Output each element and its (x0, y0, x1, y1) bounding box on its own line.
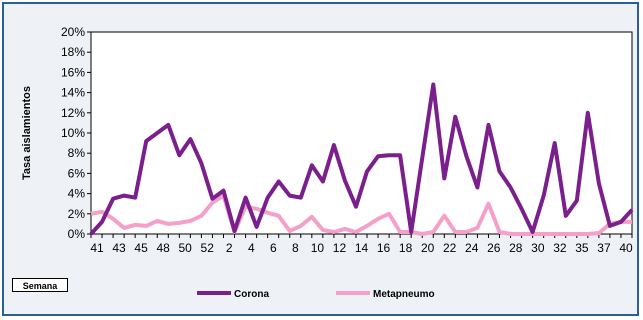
y-tick-label: 14% (61, 86, 85, 100)
x-tick-label: 41 (90, 241, 104, 255)
y-tick-label: 10% (61, 126, 85, 140)
x-tick-label: 2 (226, 241, 233, 255)
x-axis: 41 43 45 48 50 52 2 4 6 8 10 12 14 16 18 20 22 24 26 28 30 32… (90, 234, 633, 255)
x-tick-label: 48 (156, 241, 170, 255)
x-tick-label: 32 (553, 241, 567, 255)
x-tick-label: 4 (248, 241, 255, 255)
legend-label-metapneumo: Metapneumo (373, 289, 435, 300)
y-tick-label: 4% (68, 187, 86, 201)
x-tick-label: 52 (201, 241, 215, 255)
series-line-metapneumo (90, 193, 632, 236)
x-tick-label: 22 (443, 241, 457, 255)
x-tick-label: 16 (377, 241, 391, 255)
y-tick-label: 20% (61, 25, 85, 39)
x-tick-label: 26 (487, 241, 501, 255)
y-tick-label: 6% (68, 166, 86, 180)
x-tick-label: 18 (399, 241, 413, 255)
x-tick-label: 10 (311, 241, 325, 255)
y-tick-label: 12% (61, 106, 85, 120)
x-tick-label: 40 (619, 241, 633, 255)
x-tick-label: 6 (270, 241, 277, 255)
series-line-corona (89, 82, 634, 236)
x-tick-label: 20 (421, 241, 435, 255)
x-tick-label: 43 (112, 241, 126, 255)
x-tick-label: 37 (597, 241, 611, 255)
y-tick-label: 8% (68, 146, 86, 160)
x-axis-label: Semana (12, 278, 68, 292)
x-tick-label: 24 (465, 241, 479, 255)
x-tick-label: 8 (292, 241, 299, 255)
series-layer (89, 82, 634, 236)
x-tick-label: 45 (134, 241, 148, 255)
x-tick-label: 28 (509, 241, 523, 255)
x-tick-label: 12 (333, 241, 347, 255)
y-axis: 0% 2% 4% 6% 8% 10% 12% 14% 16% 18% 20% (61, 25, 91, 241)
y-axis-label: Tasa aislamientos (21, 86, 33, 180)
legend: Corona Metapneumo (197, 289, 435, 300)
y-tick-label: 16% (61, 65, 85, 79)
y-tick-label: 18% (61, 45, 85, 59)
x-tick-label: 30 (531, 241, 545, 255)
y-tick-label: 2% (68, 207, 86, 221)
y-tick-label: 0% (68, 227, 86, 241)
x-tick-label: 14 (355, 241, 369, 255)
x-tick-label: 35 (575, 241, 589, 255)
x-tick-label: 50 (178, 241, 192, 255)
legend-label-corona: Corona (234, 289, 269, 300)
